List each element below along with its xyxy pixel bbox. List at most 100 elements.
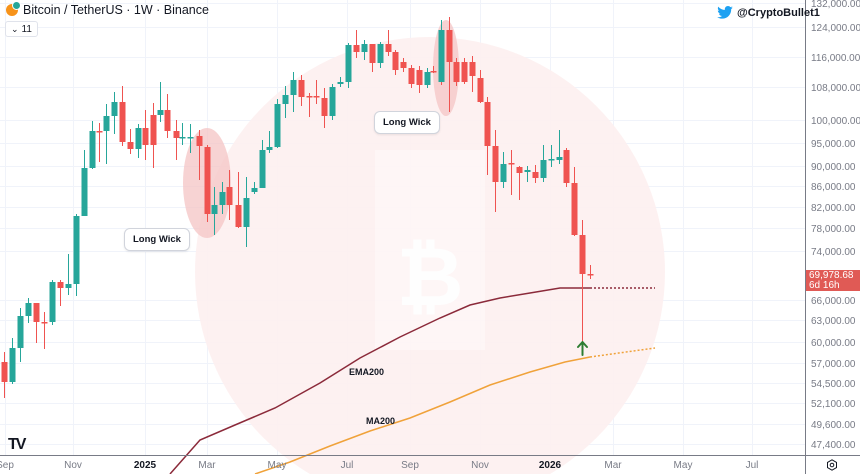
tradingview-logo[interactable]: TV <box>8 436 27 453</box>
price-tick-label: 78,000.00 <box>811 224 856 235</box>
candle <box>345 43 352 88</box>
candle <box>337 77 344 87</box>
price-tick-label: 47,400.00 <box>811 440 856 451</box>
candle <box>235 172 242 228</box>
candle <box>353 30 360 58</box>
candle <box>150 103 157 168</box>
symbol-title: Bitcoin / TetherUS · 1W · Binance <box>23 3 209 17</box>
time-tick-label: Mar <box>198 460 216 471</box>
price-tick-label: 60,000.00 <box>811 338 856 349</box>
candle <box>306 93 313 117</box>
bitcoin-watermark-icon: ₿ <box>397 230 464 325</box>
candle <box>173 120 180 160</box>
callout-text: Long Wick <box>383 117 431 128</box>
long-wick-callout-2: Long Wick <box>374 111 440 134</box>
support-arrow-icon <box>577 341 588 356</box>
candle <box>524 166 531 182</box>
symbol-header[interactable]: Bitcoin / TetherUS · 1W · Binance <box>6 1 209 17</box>
candle <box>484 97 491 175</box>
candle <box>111 92 118 134</box>
long-wick-callout-1: Long Wick <box>124 228 190 251</box>
candle-countdown: 6d 16h <box>809 280 840 291</box>
candle <box>9 338 16 384</box>
candle <box>361 40 368 60</box>
candle <box>385 30 392 56</box>
settings-gear-icon[interactable] <box>826 459 838 471</box>
price-tick-label: 124,000.00 <box>811 23 860 34</box>
candle <box>65 254 72 295</box>
chevron-down-icon: ⌄ <box>11 23 19 34</box>
candle <box>587 265 594 279</box>
candle <box>89 121 96 169</box>
highlight-circle <box>195 37 665 474</box>
price-tick-label: 95,000.00 <box>811 139 856 150</box>
candle <box>157 82 164 122</box>
candle <box>25 298 32 323</box>
time-tick-label: Jul <box>746 460 759 471</box>
price-tick-label: 52,100.00 <box>811 399 856 410</box>
twitter-bird-icon <box>717 6 733 19</box>
candle <box>196 130 203 180</box>
price-axis[interactable]: 132,000.00 124,000.00 116,000.00 108,000.00… <box>811 0 860 451</box>
candle <box>579 220 586 350</box>
candle <box>400 58 407 72</box>
candle <box>226 170 233 220</box>
price-tick-label: 100,000.00 <box>811 116 860 127</box>
indicators-toggle-button[interactable]: ⌄ 11 <box>5 21 38 37</box>
candle <box>416 66 423 93</box>
time-tick-label: 2026 <box>539 460 562 471</box>
candle <box>392 50 399 75</box>
price-tick-label: 54,500.00 <box>811 379 856 390</box>
candle <box>571 167 578 236</box>
time-tick-label: 2025 <box>134 460 157 471</box>
candle <box>57 280 64 306</box>
candle <box>369 44 376 72</box>
ema200-line <box>169 287 590 474</box>
candle <box>266 131 273 153</box>
candle <box>49 280 56 325</box>
bitcoin-coin-icon <box>6 1 21 16</box>
indicator-count: 11 <box>21 23 32 35</box>
candle <box>508 150 515 195</box>
candle <box>33 303 40 343</box>
candle <box>179 123 186 145</box>
ema200-label: EMA200 <box>349 367 385 377</box>
candle <box>17 308 24 362</box>
candlestick-series[interactable] <box>1 17 594 398</box>
candle <box>73 214 80 296</box>
last-price-badge: 69,978.68 6d 16h <box>806 270 860 291</box>
price-tick-label: 132,000.00 <box>811 0 860 10</box>
time-tick-label: May <box>268 460 287 471</box>
candle <box>321 88 328 128</box>
time-tick-label: Nov <box>64 460 82 471</box>
candle <box>274 99 281 148</box>
candle <box>492 130 499 212</box>
candle <box>540 145 547 182</box>
candle <box>219 182 226 214</box>
price-tick-label: 90,000.00 <box>811 162 856 173</box>
candle <box>164 94 171 138</box>
candle <box>251 182 258 194</box>
candle <box>290 72 297 112</box>
time-tick-label: Mar <box>604 460 622 471</box>
candle <box>453 58 460 86</box>
watermark-panel <box>375 150 485 350</box>
candle <box>313 80 320 104</box>
candle <box>81 150 88 216</box>
price-tick-label: 66,000.00 <box>811 296 856 307</box>
callout-text: Long Wick <box>133 234 181 245</box>
ma200-projection <box>589 347 656 358</box>
candle <box>298 75 305 106</box>
axis-corner <box>806 456 860 474</box>
candle <box>477 70 484 103</box>
candle <box>461 58 468 84</box>
candle <box>204 145 211 222</box>
time-tick-label: Nov <box>471 460 489 471</box>
time-tick-label: Sep <box>401 460 419 471</box>
ma200-line <box>254 356 591 474</box>
candle <box>127 129 134 154</box>
candle <box>211 187 218 235</box>
time-axis[interactable]: Sep Nov 2025 Mar May Jul Sep Nov 2026 Mar May Jul <box>0 460 758 471</box>
candle <box>259 140 266 188</box>
